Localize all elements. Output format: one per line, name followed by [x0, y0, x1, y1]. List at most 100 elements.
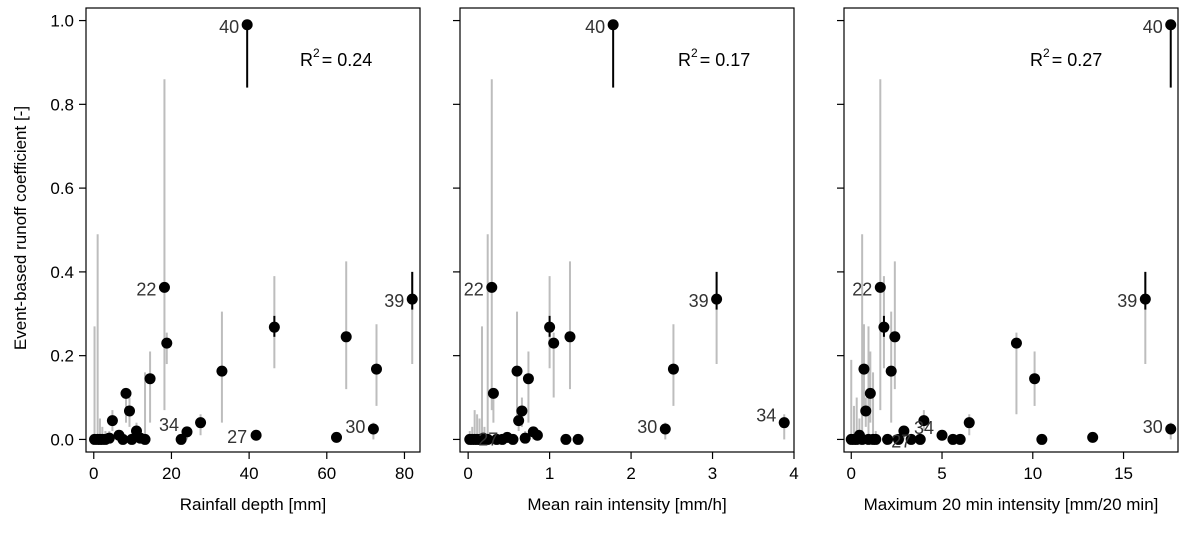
data-point — [120, 387, 132, 399]
data-point — [954, 433, 966, 445]
event-label: 22 — [464, 279, 484, 299]
event-label: 30 — [1143, 417, 1163, 437]
data-point — [195, 417, 207, 429]
x-tick-label: 1 — [545, 464, 554, 483]
y-tick-label: 0.0 — [50, 430, 74, 449]
data-point — [878, 321, 890, 333]
event-label: 34 — [914, 418, 934, 438]
y-axis-label: Event-based runoff coefficient [-] — [11, 106, 30, 350]
x-tick-label: 20 — [162, 464, 181, 483]
data-point — [936, 429, 948, 441]
r-squared-label: R2 = 0.27 — [1030, 46, 1102, 70]
data-point — [144, 373, 156, 385]
data-point — [331, 431, 342, 443]
event-label: 40 — [585, 17, 605, 37]
data-point — [241, 19, 253, 31]
data-point — [126, 433, 138, 445]
plot-frame — [459, 7, 795, 453]
data-point — [216, 365, 228, 377]
x-tick-label: 4 — [789, 464, 798, 483]
x-tick-label: 60 — [317, 464, 336, 483]
x-axis-label: Mean rain intensity [mm/h] — [527, 495, 726, 514]
data-point — [175, 433, 187, 445]
panel-3: 0 5 10 15 Maximum 20 min intensity [mm/20 mi… — [837, 7, 1179, 514]
data-point — [1165, 423, 1177, 435]
data-point — [486, 281, 498, 293]
y-tick-label: 0.6 — [50, 179, 74, 198]
x-tick-label: 40 — [240, 464, 259, 483]
data-point — [1010, 337, 1022, 349]
data-point — [898, 425, 910, 437]
plot-frame — [843, 7, 1179, 453]
data-point — [1036, 433, 1048, 445]
x-tick-label: 80 — [395, 464, 414, 483]
data-point — [139, 433, 151, 445]
y-tick-label: 0.2 — [50, 347, 74, 366]
data-point — [905, 433, 917, 445]
data-point — [874, 281, 886, 293]
data-point — [367, 423, 379, 435]
data-point — [778, 417, 790, 429]
event-label: 27 — [891, 431, 911, 451]
data-point — [963, 417, 975, 429]
event-label: 30 — [637, 417, 657, 437]
data-point — [882, 433, 894, 445]
r-squared-label: R2 = 0.17 — [678, 46, 750, 70]
data-point — [519, 432, 531, 444]
data-point — [914, 433, 926, 445]
x-axis-label: Maximum 20 min intensity [mm/20 min] — [864, 495, 1159, 514]
panel-1: 0.0 0.2 0.4 0.6 0.8 1.0 0 20 40 60 80 Rainfall dept… — [50, 7, 421, 514]
data-point — [406, 293, 418, 305]
data-point — [531, 429, 543, 441]
event-label: 40 — [219, 17, 239, 37]
data-point — [870, 433, 882, 445]
event-label: 22 — [852, 279, 872, 299]
data-point — [487, 387, 499, 399]
x-tick-label: 0 — [847, 464, 856, 483]
data-point — [522, 373, 534, 385]
data-point — [711, 293, 723, 305]
event-label: 27 — [478, 429, 498, 449]
r-squared-label: R2 = 0.24 — [300, 46, 372, 70]
data-point — [181, 426, 193, 438]
data-point — [513, 415, 525, 427]
data-point — [860, 405, 872, 417]
x-tick-label: 5 — [937, 464, 946, 483]
x-axis-label: Rainfall depth [mm] — [180, 495, 326, 514]
event-label: 39 — [689, 291, 709, 311]
data-point — [268, 321, 280, 333]
data-point — [511, 365, 523, 377]
data-point — [516, 405, 528, 417]
data-point — [1139, 293, 1151, 305]
data-point — [371, 363, 383, 375]
x-tick-label: 0 — [89, 464, 98, 483]
data-point — [564, 331, 576, 343]
x-tick-label: 0 — [463, 464, 472, 483]
event-label: 39 — [1117, 291, 1137, 311]
event-label: 39 — [384, 291, 404, 311]
data-point — [340, 331, 352, 343]
data-point — [892, 433, 904, 445]
data-point — [560, 433, 572, 445]
data-point — [1029, 373, 1041, 385]
event-label: 34 — [756, 406, 776, 426]
data-point — [161, 337, 173, 349]
event-label: 40 — [1143, 17, 1163, 37]
data-point — [858, 363, 870, 375]
data-point — [1165, 19, 1177, 31]
data-point — [659, 423, 671, 435]
data-point — [667, 363, 679, 375]
data-point — [158, 281, 170, 293]
y-tick-label: 0.4 — [50, 263, 74, 282]
event-label: 30 — [345, 417, 365, 437]
event-label: 34 — [159, 415, 179, 435]
data-point — [123, 405, 135, 417]
data-point — [548, 337, 560, 349]
data-point — [885, 365, 897, 377]
data-point — [889, 331, 901, 343]
x-tick-label: 3 — [708, 464, 717, 483]
data-point — [607, 19, 619, 31]
